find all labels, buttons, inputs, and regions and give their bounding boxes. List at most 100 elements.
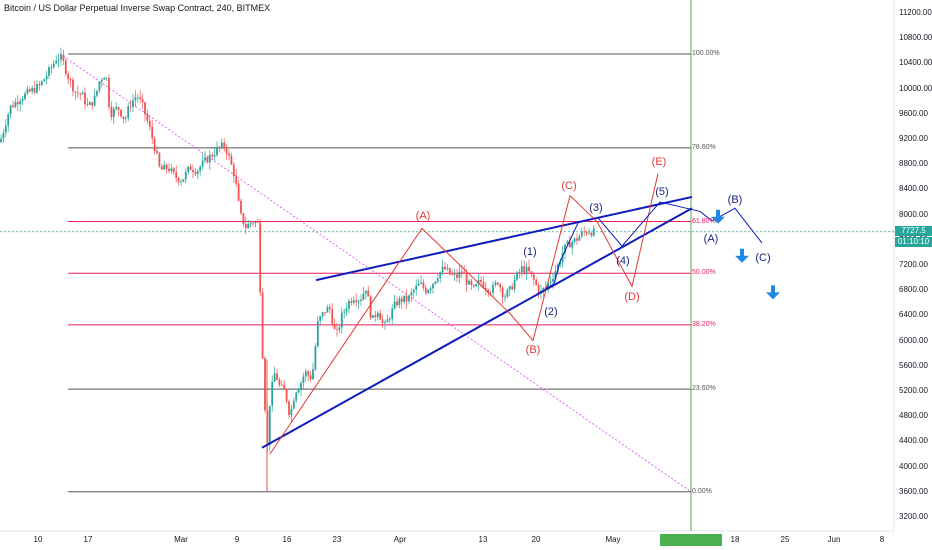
candle-down — [141, 99, 144, 103]
candle-down — [528, 266, 530, 272]
candle-down — [235, 176, 238, 184]
candle-down — [444, 266, 446, 270]
x-tick-label: 16 — [282, 535, 292, 544]
candle-up — [36, 83, 38, 93]
candle-up — [554, 271, 557, 280]
candle-up — [520, 266, 523, 273]
candle-down — [288, 401, 290, 416]
y-tick-label: 3200.00 — [899, 512, 928, 521]
candle-down — [91, 102, 94, 106]
candle-down — [33, 87, 36, 93]
candle-up — [494, 282, 497, 286]
candle-down — [367, 290, 370, 297]
candle-up — [98, 81, 101, 91]
wave-label: (E) — [651, 156, 667, 169]
candle-up — [300, 382, 302, 390]
chart-title: Bitcoin / US Dollar Perpetual Inverse Sw… — [4, 3, 271, 13]
candle-up — [14, 101, 17, 108]
candle-down — [156, 150, 158, 153]
candle-up — [93, 95, 96, 106]
candle-down — [64, 60, 67, 74]
candle-up — [187, 166, 190, 172]
candle-down — [530, 271, 533, 275]
candle-down — [568, 241, 571, 248]
candle-up — [254, 222, 257, 224]
candle-up — [343, 311, 346, 313]
y-tick-label: 8800.00 — [899, 159, 928, 169]
fib-label: 50.00% — [692, 269, 716, 277]
candle-up — [516, 272, 518, 280]
down-arrow-icon — [735, 248, 749, 263]
candle-down — [379, 312, 382, 320]
candle-down — [333, 323, 336, 330]
candle-up — [513, 279, 516, 290]
candle-up — [55, 60, 58, 64]
candle-up — [103, 77, 106, 80]
series-projection-red — [269, 173, 659, 455]
candle-up — [295, 392, 298, 401]
candle-up — [81, 92, 84, 95]
candle-up — [439, 272, 442, 279]
candle-down — [160, 166, 163, 170]
wave-label: (D) — [624, 290, 640, 303]
candle-up — [561, 253, 564, 263]
candle-up — [273, 373, 276, 382]
wave-label: (1) — [523, 246, 537, 259]
candle-down — [240, 200, 242, 214]
y-tick-label: 5200.00 — [899, 386, 928, 395]
candle-down — [456, 274, 458, 278]
candle-up — [427, 290, 430, 294]
fib-label: 0.00% — [692, 487, 712, 495]
candle-up — [302, 376, 305, 383]
candle-down — [487, 290, 490, 293]
candle-down — [158, 152, 161, 167]
candle-down — [117, 107, 120, 110]
candle-up — [115, 107, 118, 109]
candle-down — [350, 300, 353, 303]
candle-up — [362, 293, 365, 300]
candle-down — [465, 274, 468, 285]
candle-down — [328, 307, 331, 310]
candle-down — [69, 78, 72, 80]
candle-up — [196, 170, 199, 174]
candle-up — [340, 312, 343, 328]
candle-down — [285, 388, 288, 402]
wave-label: (C) — [755, 252, 771, 265]
candle-up — [388, 319, 391, 320]
candle-down — [175, 172, 178, 179]
candle-up — [124, 118, 127, 119]
candle-up — [321, 312, 324, 317]
candle-up — [314, 346, 317, 370]
candle-up — [199, 166, 202, 171]
candle-down — [148, 120, 151, 127]
candle-down — [244, 224, 247, 229]
candle-up — [40, 81, 43, 85]
candle-down — [237, 183, 240, 201]
candle-up — [136, 97, 139, 99]
candle-down — [489, 292, 492, 294]
candle-up — [588, 232, 590, 234]
wave-label: (A) — [415, 209, 431, 222]
candle-up — [9, 105, 12, 115]
candle-down — [448, 268, 451, 275]
candle-down — [223, 142, 226, 148]
candle-up — [290, 408, 293, 416]
y-tick-label: 11200.00 — [899, 8, 932, 17]
x-tick-label: 23 — [332, 535, 342, 544]
candle-down — [211, 154, 214, 157]
candle-up — [100, 79, 103, 82]
candle-down — [259, 222, 262, 293]
candle-down — [283, 385, 286, 389]
candle-down — [336, 329, 338, 330]
candle-up — [525, 266, 528, 273]
x-tick-label: Mar — [174, 535, 188, 544]
candle-up — [571, 242, 574, 248]
candle-up — [180, 181, 182, 183]
candle-up — [26, 89, 29, 94]
candle-down — [369, 296, 372, 318]
candle-down — [225, 147, 228, 154]
candle-down — [472, 284, 475, 287]
candle-down — [280, 384, 283, 386]
candle-up — [386, 319, 389, 322]
